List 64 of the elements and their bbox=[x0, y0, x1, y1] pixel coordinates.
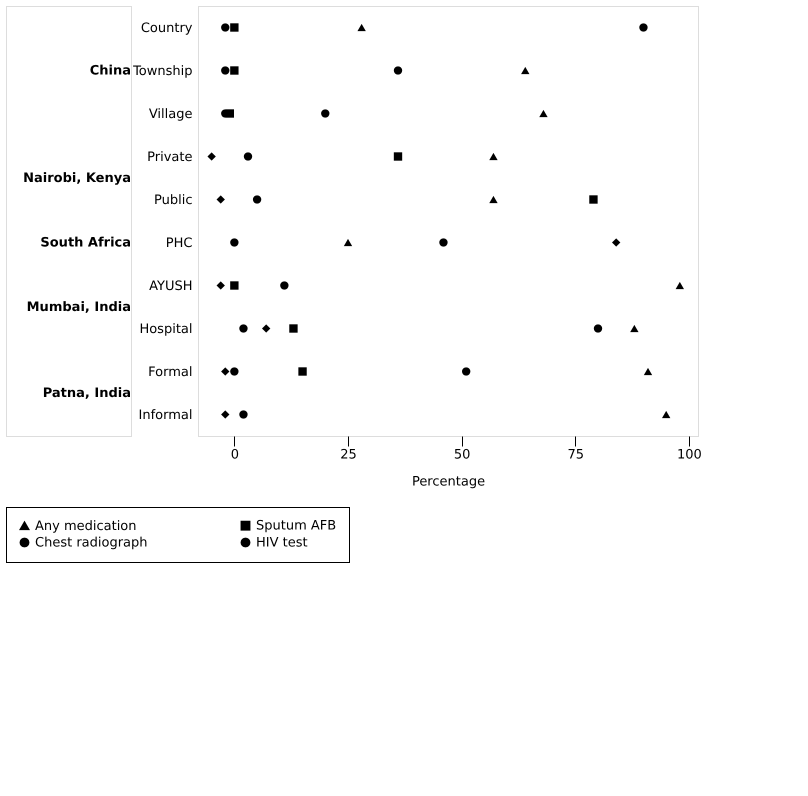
point bbox=[244, 152, 252, 161]
text: South Africa bbox=[40, 236, 131, 250]
y-tick-label: PHC bbox=[166, 236, 192, 251]
point bbox=[357, 24, 366, 32]
text: Mumbai, India bbox=[26, 300, 131, 315]
point bbox=[239, 324, 248, 333]
point bbox=[230, 367, 239, 376]
point bbox=[521, 66, 530, 74]
point bbox=[639, 23, 648, 32]
x-tick-label: 100 bbox=[676, 448, 702, 462]
point bbox=[289, 324, 298, 333]
point bbox=[394, 152, 402, 161]
point bbox=[252, 195, 262, 204]
point bbox=[489, 152, 498, 160]
point bbox=[612, 238, 620, 247]
y-tick-label: Country bbox=[140, 21, 193, 36]
point bbox=[230, 238, 239, 247]
text: Nairobi, Kenya bbox=[23, 171, 131, 186]
point bbox=[298, 367, 307, 376]
point bbox=[630, 324, 639, 332]
legend-label: Chest radiograph bbox=[35, 536, 148, 550]
legend-label: Any medication bbox=[35, 518, 136, 534]
x-tick-label: 0 bbox=[230, 448, 240, 462]
point bbox=[230, 23, 239, 32]
y-tick-label: Private bbox=[147, 150, 192, 165]
y-tick-label: Hospital bbox=[139, 322, 192, 337]
text: China bbox=[90, 64, 131, 78]
point bbox=[539, 110, 548, 118]
point bbox=[221, 66, 230, 75]
point bbox=[439, 238, 448, 247]
point bbox=[221, 367, 230, 376]
point bbox=[344, 238, 352, 246]
x-tick-label: 75 bbox=[568, 448, 584, 462]
y-tick-label: Village bbox=[148, 107, 192, 122]
point bbox=[216, 281, 225, 290]
y-tick-label: Township bbox=[132, 64, 192, 79]
legend-label: Sputum AFB bbox=[256, 518, 336, 534]
point bbox=[207, 152, 216, 161]
point bbox=[230, 66, 239, 75]
y-tick-label: Public bbox=[154, 193, 192, 208]
point bbox=[239, 410, 248, 419]
point bbox=[676, 282, 684, 290]
y-tick-label: AYUSH bbox=[149, 279, 192, 294]
point bbox=[221, 410, 230, 419]
point bbox=[394, 66, 402, 75]
point bbox=[230, 281, 239, 290]
x-axis-title: Percentage bbox=[412, 474, 486, 490]
point bbox=[221, 23, 230, 32]
point bbox=[216, 195, 225, 204]
x-tick-label: 50 bbox=[454, 448, 470, 462]
point bbox=[321, 109, 330, 118]
legend-label: HIV test bbox=[256, 536, 308, 550]
text: Patna, India bbox=[42, 386, 131, 401]
point bbox=[280, 281, 289, 290]
point bbox=[462, 367, 470, 376]
point bbox=[262, 324, 270, 333]
point bbox=[489, 196, 498, 204]
point bbox=[662, 410, 670, 418]
point bbox=[589, 195, 598, 204]
y-tick-label: Informal bbox=[138, 408, 192, 423]
point bbox=[594, 324, 602, 333]
point bbox=[644, 368, 652, 376]
y-tick-label: Formal bbox=[148, 365, 192, 380]
x-tick-label: 25 bbox=[340, 448, 357, 462]
